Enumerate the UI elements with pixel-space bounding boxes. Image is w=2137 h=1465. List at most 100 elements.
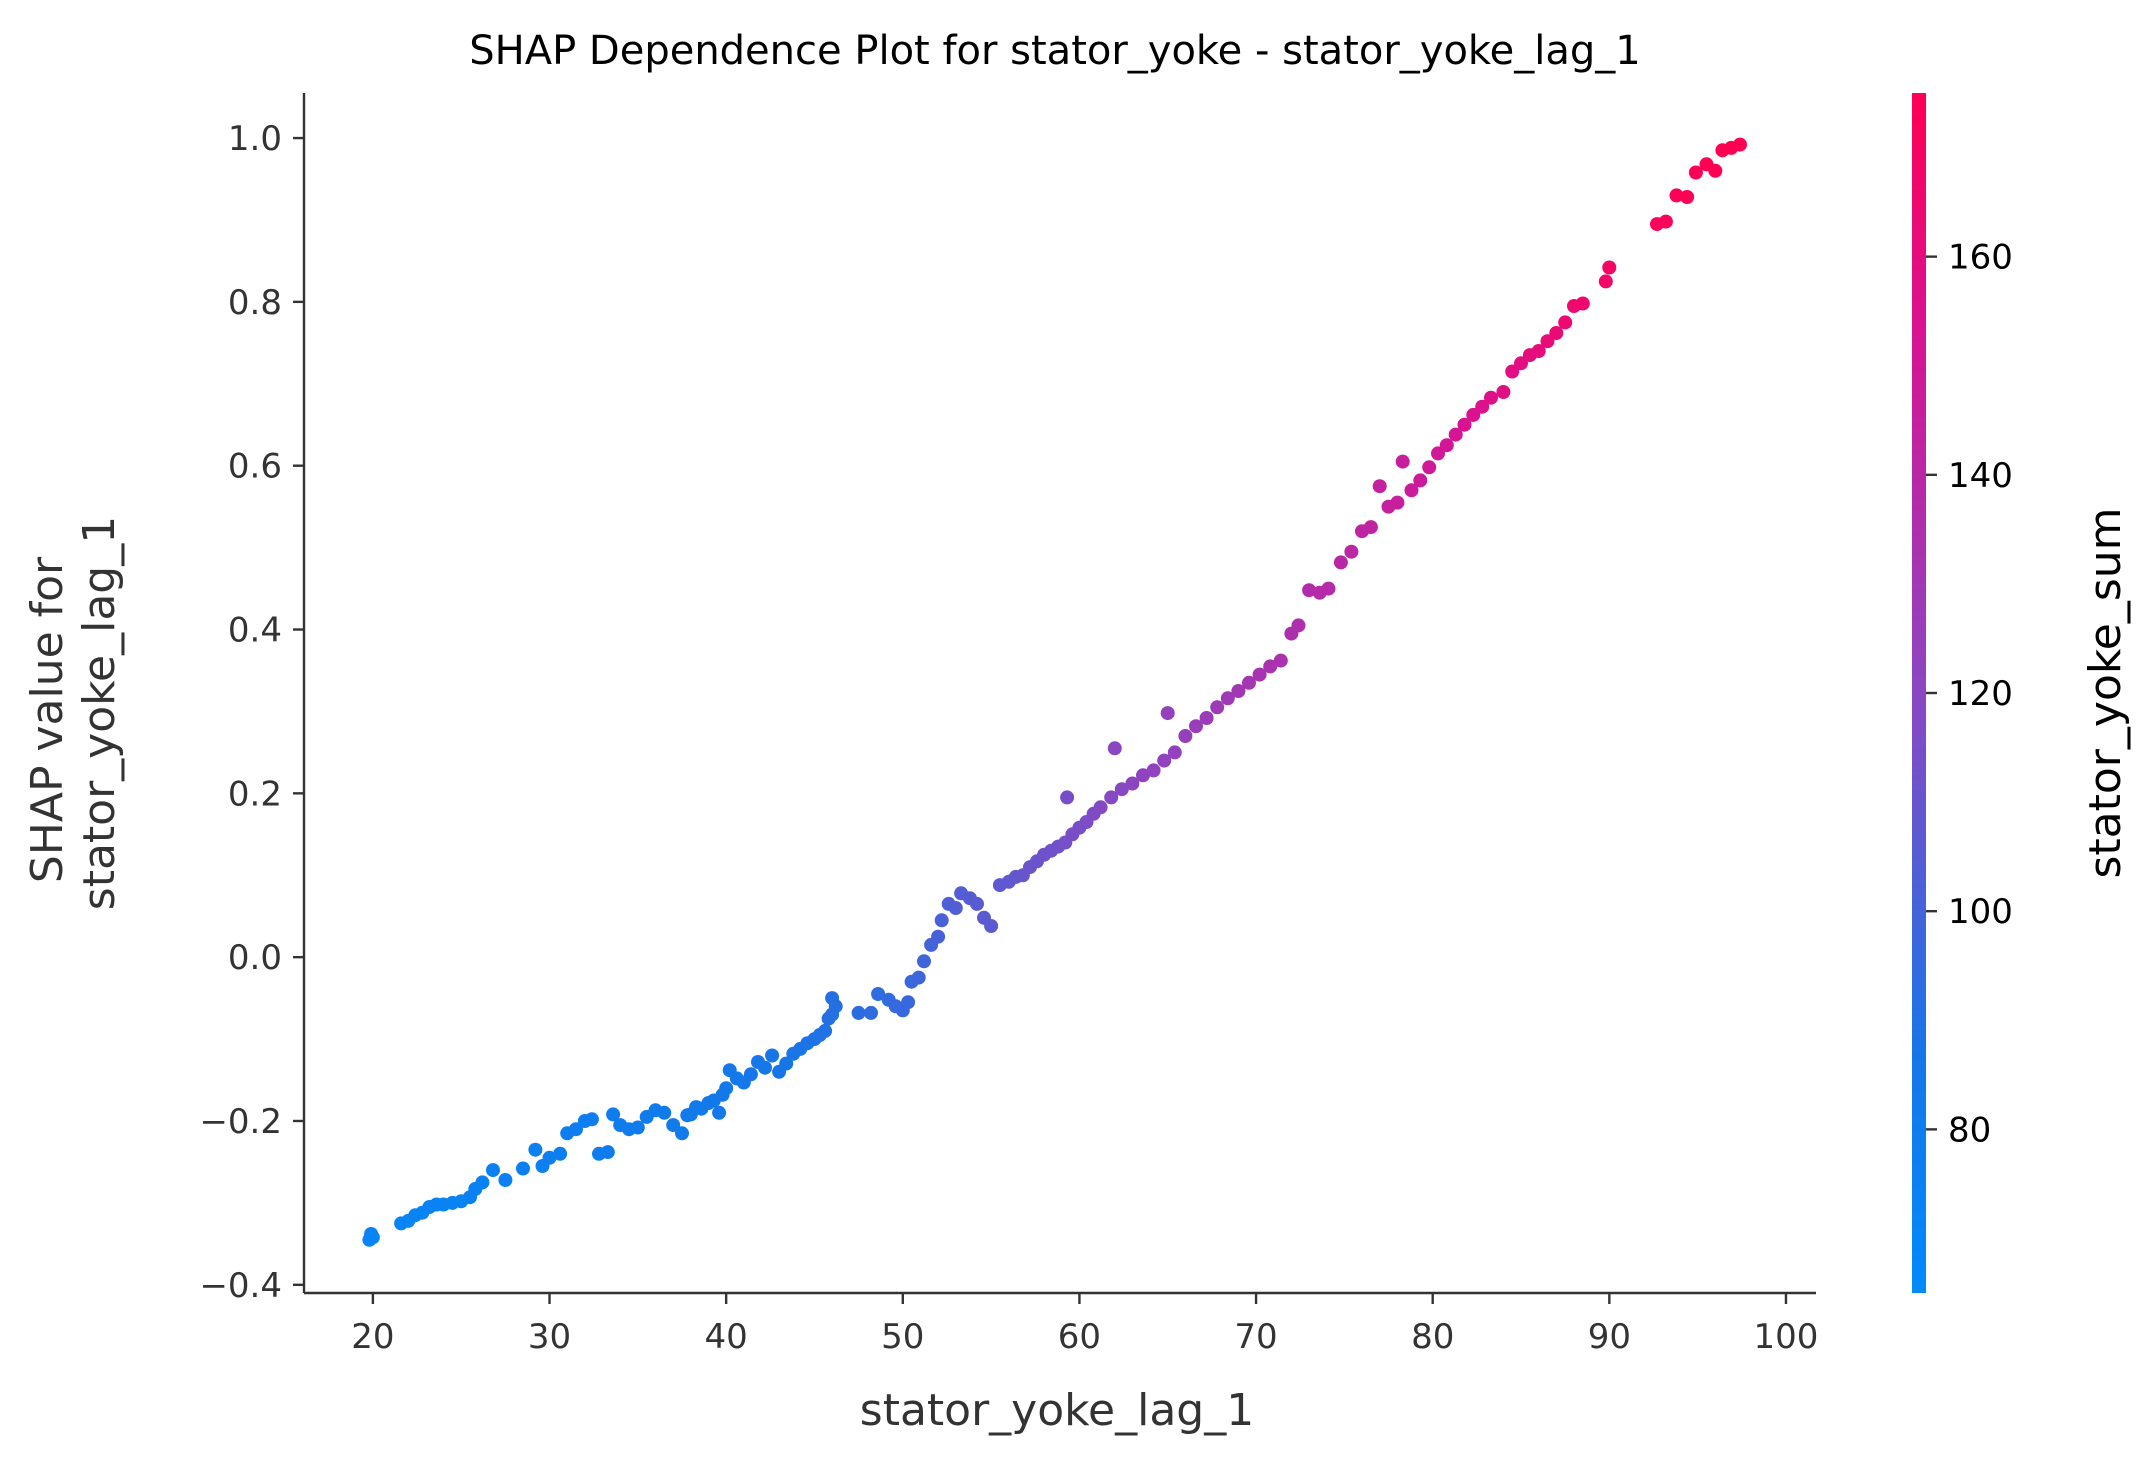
x-tick-label: 100: [1754, 1317, 1819, 1357]
data-point: [931, 929, 946, 944]
data-point: [1107, 741, 1122, 756]
y-tick-label: 0.2: [228, 774, 282, 814]
data-point: [1157, 753, 1172, 768]
data-point: [743, 1067, 758, 1082]
data-point: [1363, 520, 1378, 535]
data-point: [1549, 326, 1564, 340]
colorbar-ticks: 80 100 120 140 160: [1926, 238, 2013, 1150]
data-point: [1733, 137, 1747, 152]
data-point: [758, 1060, 772, 1075]
y-axis-label: SHAP value for stator_yoke_lag_1: [22, 516, 125, 910]
y-tick-label: 0.4: [228, 611, 282, 651]
data-point: [1598, 274, 1613, 289]
data-point: [1242, 675, 1256, 690]
data-point: [1540, 334, 1555, 349]
data-point: [1575, 296, 1590, 311]
chart-title: SHAP Dependence Plot for stator_yoke - s…: [469, 28, 1641, 74]
data-point: [1688, 165, 1703, 180]
data-point: [516, 1161, 530, 1176]
y-tick-label: −0.2: [199, 1102, 282, 1142]
data-point: [1531, 344, 1546, 358]
y-tick-label: 0.8: [228, 283, 282, 323]
data-point: [1395, 454, 1410, 469]
data-point: [1344, 544, 1359, 559]
data-point: [1160, 706, 1175, 721]
data-point: [1220, 691, 1235, 706]
data-point: [1189, 719, 1203, 734]
data-point: [1136, 768, 1150, 783]
data-point: [1167, 745, 1182, 760]
data-point: [1321, 581, 1336, 596]
data-point: [486, 1163, 500, 1178]
data-point: [542, 1150, 557, 1165]
data-point: [1475, 399, 1490, 414]
data-point: [1658, 214, 1673, 229]
x-tick-label: 50: [881, 1317, 924, 1357]
data-point: [1372, 479, 1387, 494]
data-point: [1273, 653, 1288, 668]
data-point: [1146, 763, 1161, 778]
colorbar-tick-label: 80: [1948, 1110, 1991, 1150]
colorbar-label: stator_yoke_sum: [2080, 507, 2131, 878]
x-tick-label: 30: [528, 1317, 571, 1357]
colorbar-tick-label: 120: [1948, 674, 2013, 714]
data-point: [584, 1112, 599, 1127]
data-point: [365, 1230, 380, 1245]
data-point: [1558, 315, 1573, 330]
data-point: [934, 913, 949, 928]
data-point: [871, 987, 886, 1001]
data-point: [1060, 790, 1075, 805]
data-point: [1413, 473, 1428, 488]
data-point: [498, 1173, 513, 1187]
x-tick-label: 40: [705, 1317, 748, 1357]
x-axis-label: stator_yoke_lag_1: [860, 1385, 1254, 1436]
y-axis-label-line-1: SHAP value for: [22, 556, 73, 883]
data-point: [553, 1146, 568, 1161]
data-point: [1514, 356, 1528, 371]
x-tick-label: 60: [1058, 1317, 1101, 1357]
data-point: [630, 1120, 645, 1135]
x-tick-label: 20: [351, 1317, 394, 1357]
data-point: [970, 896, 984, 911]
data-point: [818, 1023, 833, 1038]
data-point: [984, 919, 999, 933]
data-point: [1114, 782, 1129, 797]
data-point: [948, 901, 963, 915]
data-point: [719, 1081, 734, 1096]
colorbar-tick-label: 160: [1948, 238, 2013, 278]
data-point: [712, 1105, 727, 1120]
data-point: [901, 995, 916, 1010]
data-point: [1104, 790, 1119, 805]
data-point: [1448, 427, 1463, 442]
data-point: [569, 1122, 583, 1137]
data-point: [864, 1005, 878, 1020]
data-point: [779, 1056, 794, 1071]
data-point: [1496, 385, 1511, 399]
data-point: [1333, 555, 1348, 570]
data-point: [851, 1005, 866, 1020]
data-point: [1291, 618, 1306, 633]
data-point: [1505, 364, 1520, 379]
colorbar-tick-label: 140: [1948, 456, 2013, 496]
x-tick-label: 70: [1234, 1317, 1277, 1357]
data-point: [1199, 711, 1214, 725]
y-axis-ticks: −0.4 −0.2 0.0 0.2 0.4 0.6 0.8 1.0: [199, 119, 304, 1306]
x-axis-ticks: 20 30 40 50 60 70 80 90 100: [351, 1293, 1818, 1357]
y-tick-label: 0.6: [228, 447, 282, 487]
colorbar: [1912, 93, 1926, 1293]
y-tick-label: 0.0: [228, 938, 282, 978]
data-point: [1484, 390, 1498, 405]
scatter-points: [362, 137, 1747, 1247]
data-point: [1210, 700, 1225, 715]
x-tick-label: 90: [1588, 1317, 1631, 1357]
data-point: [1125, 776, 1140, 791]
data-point: [917, 954, 931, 969]
data-point: [765, 1048, 780, 1063]
data-point: [1390, 495, 1405, 510]
data-point: [1457, 417, 1472, 432]
data-point: [606, 1107, 621, 1122]
data-point: [1422, 460, 1437, 475]
data-point: [1680, 190, 1695, 204]
data-point: [1669, 188, 1684, 203]
